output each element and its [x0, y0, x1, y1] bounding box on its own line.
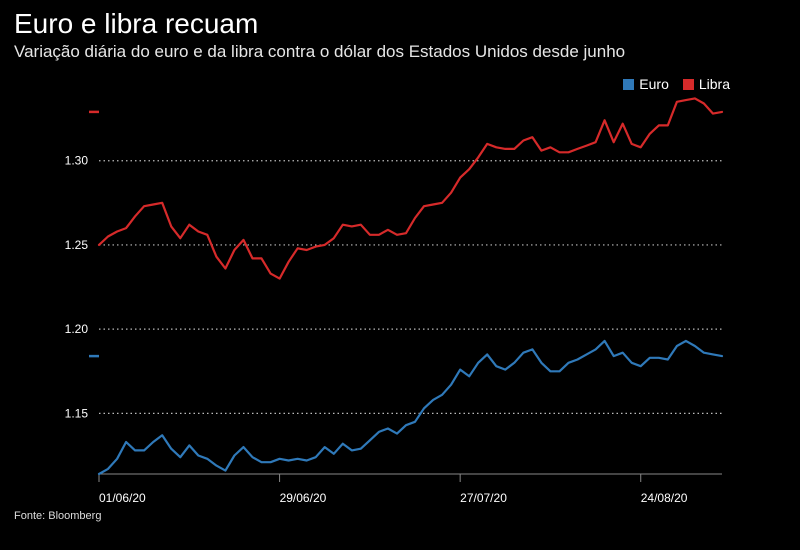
x-tick-label: 29/06/20 [280, 491, 327, 505]
x-tick-label: 27/07/20 [460, 491, 507, 505]
y-tick-label: 1.25 [65, 238, 89, 252]
y-tick-label: 1.20 [65, 322, 89, 336]
legend: Euro Libra [623, 76, 730, 92]
legend-label-libra: Libra [698, 76, 730, 92]
series-line-euro [97, 339, 724, 476]
chart-title: Euro e libra recuam [14, 8, 259, 39]
legend-label-euro: Euro [639, 76, 669, 92]
legend-item-euro: Euro [623, 76, 669, 92]
x-tick-label: 01/06/20 [99, 491, 146, 505]
legend-swatch-libra [682, 78, 694, 90]
legend-item-libra: Libra [682, 76, 730, 92]
y-tick-label: 1.30 [65, 154, 89, 168]
chart-subtitle: Variação diária do euro e da libra contr… [14, 42, 626, 61]
series-line-libra [97, 97, 724, 280]
legend-swatch-euro [623, 78, 635, 90]
source-note: Fonte: Bloomberg [14, 510, 102, 522]
y-tick-label: 1.15 [65, 406, 89, 420]
x-tick-label: 24/08/20 [641, 491, 688, 505]
